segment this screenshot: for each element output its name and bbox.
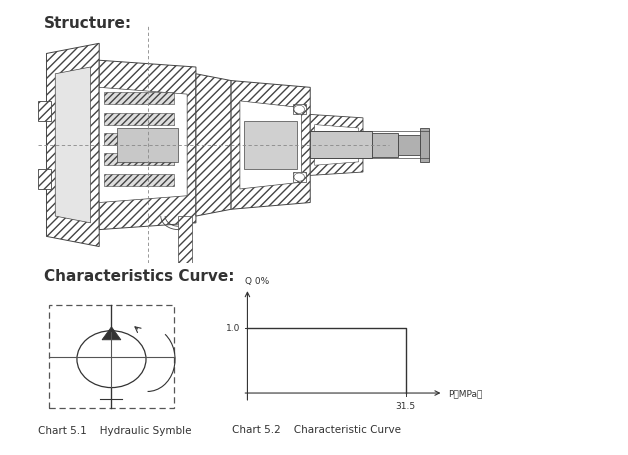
Text: 1.0: 1.0	[225, 324, 240, 332]
Polygon shape	[315, 125, 359, 166]
Polygon shape	[46, 44, 99, 247]
Bar	[398, 136, 420, 156]
Polygon shape	[240, 101, 301, 190]
Bar	[372, 134, 398, 157]
Text: P（MPa）: P（MPa）	[448, 389, 483, 398]
Bar	[117, 129, 178, 162]
Bar	[293, 105, 306, 115]
Bar	[104, 174, 174, 186]
Bar	[38, 169, 51, 190]
Bar	[420, 129, 429, 162]
Polygon shape	[102, 327, 121, 340]
Circle shape	[294, 174, 305, 182]
Polygon shape	[178, 217, 192, 264]
Polygon shape	[99, 88, 187, 203]
Polygon shape	[310, 115, 363, 176]
Circle shape	[77, 331, 146, 388]
Bar	[244, 122, 297, 169]
Circle shape	[294, 106, 305, 114]
Bar	[104, 134, 174, 146]
Polygon shape	[231, 81, 310, 210]
Text: Structure:: Structure:	[44, 16, 132, 31]
Polygon shape	[55, 68, 90, 223]
Polygon shape	[196, 75, 231, 217]
Bar	[293, 172, 306, 183]
Bar	[38, 101, 51, 122]
Bar	[104, 154, 174, 166]
Bar	[49, 305, 174, 409]
Polygon shape	[99, 61, 196, 230]
Bar	[104, 93, 174, 105]
Text: Characteristics Curve:: Characteristics Curve:	[44, 268, 234, 283]
Bar	[104, 113, 174, 125]
Bar	[310, 132, 372, 159]
Text: Chart 5.2    Characteristic Curve: Chart 5.2 Characteristic Curve	[232, 424, 401, 434]
Text: Q 0%: Q 0%	[245, 276, 269, 285]
Text: 31.5: 31.5	[396, 401, 416, 410]
Text: Chart 5.1    Hydraulic Symble: Chart 5.1 Hydraulic Symble	[38, 425, 191, 435]
